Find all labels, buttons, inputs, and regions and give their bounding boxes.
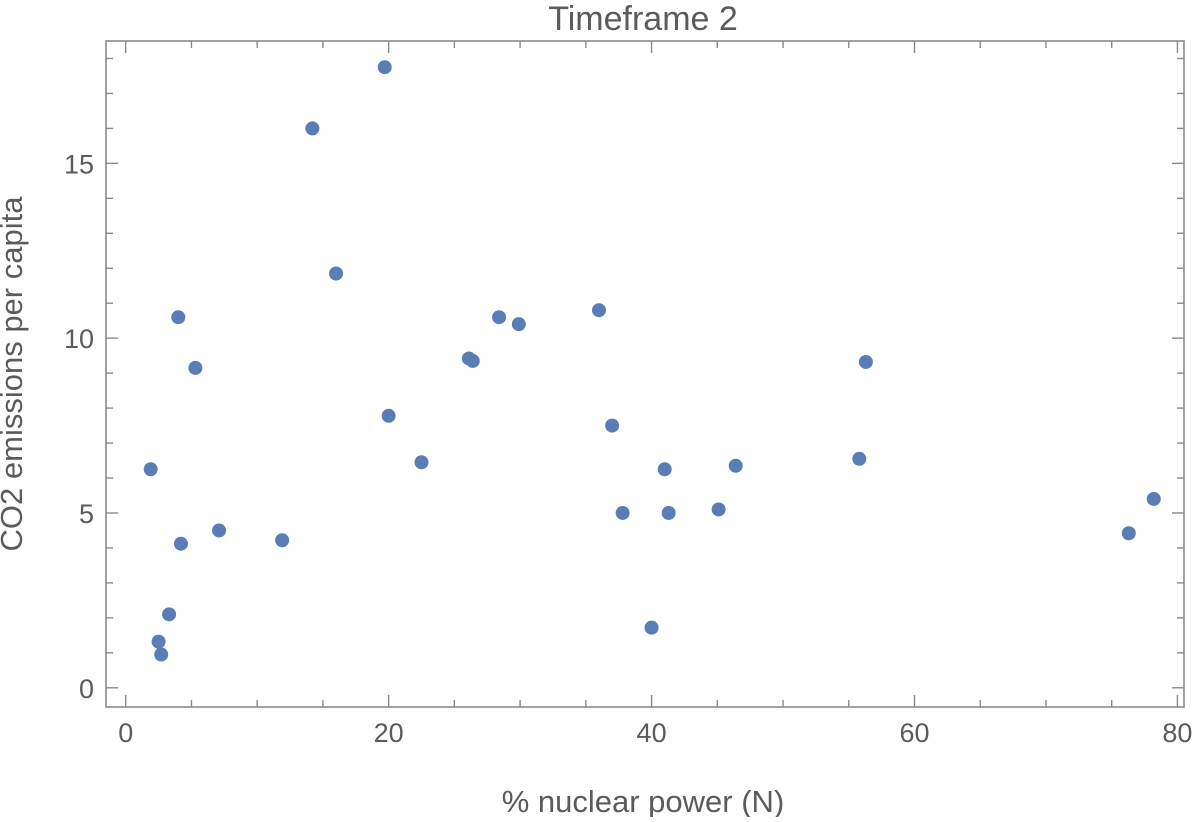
scatter-point (154, 647, 169, 662)
chart-title: Timeframe 2 (548, 0, 738, 38)
scatter-point (511, 317, 526, 332)
scatter-point (605, 418, 620, 433)
data-points (143, 60, 1161, 662)
scatter-point (852, 451, 867, 466)
scatter-point (728, 458, 743, 473)
scatter-point (151, 634, 166, 649)
x-tick-label: 80 (1162, 718, 1192, 748)
scatter-point (173, 536, 188, 551)
scatter-point (305, 121, 320, 136)
scatter-point (1121, 526, 1136, 541)
scatter-point (661, 505, 676, 520)
y-tick-label: 0 (79, 674, 94, 704)
x-tick-label: 20 (374, 718, 404, 748)
scatter-point (143, 462, 158, 477)
scatter-point (275, 533, 290, 548)
scatter-point (171, 310, 186, 325)
scatter-point (591, 303, 606, 318)
scatter-point (1146, 491, 1161, 506)
scatter-point (858, 354, 873, 369)
scatter-point (465, 353, 480, 368)
x-tick-label: 0 (118, 718, 133, 748)
y-tick-label: 5 (79, 499, 94, 529)
scatter-point (657, 462, 672, 477)
scatter-point (381, 408, 396, 423)
scatter-point (711, 502, 726, 517)
scatter-point (329, 266, 344, 281)
y-tick-label: 10 (64, 324, 94, 354)
plot-frame (105, 40, 1185, 708)
scatter-point (212, 523, 227, 538)
x-tick-label: 60 (899, 718, 929, 748)
y-axis-ticks: 0 5 10 15 (64, 57, 1184, 704)
x-axis-label: % nuclear power (N) (502, 784, 785, 817)
x-tick-label: 40 (637, 718, 667, 748)
scatter-point (414, 455, 429, 470)
scatter-point (615, 505, 630, 520)
scatter-point (492, 310, 507, 325)
scatter-point (644, 620, 659, 635)
scatter-point (162, 607, 177, 622)
scatter-point (188, 360, 203, 375)
scatter-point (377, 60, 392, 75)
x-axis-ticks: 0 20 40 60 80 (118, 41, 1192, 748)
y-tick-label: 15 (64, 149, 94, 179)
y-axis-label: CO2 emissions per capita (0, 196, 29, 552)
